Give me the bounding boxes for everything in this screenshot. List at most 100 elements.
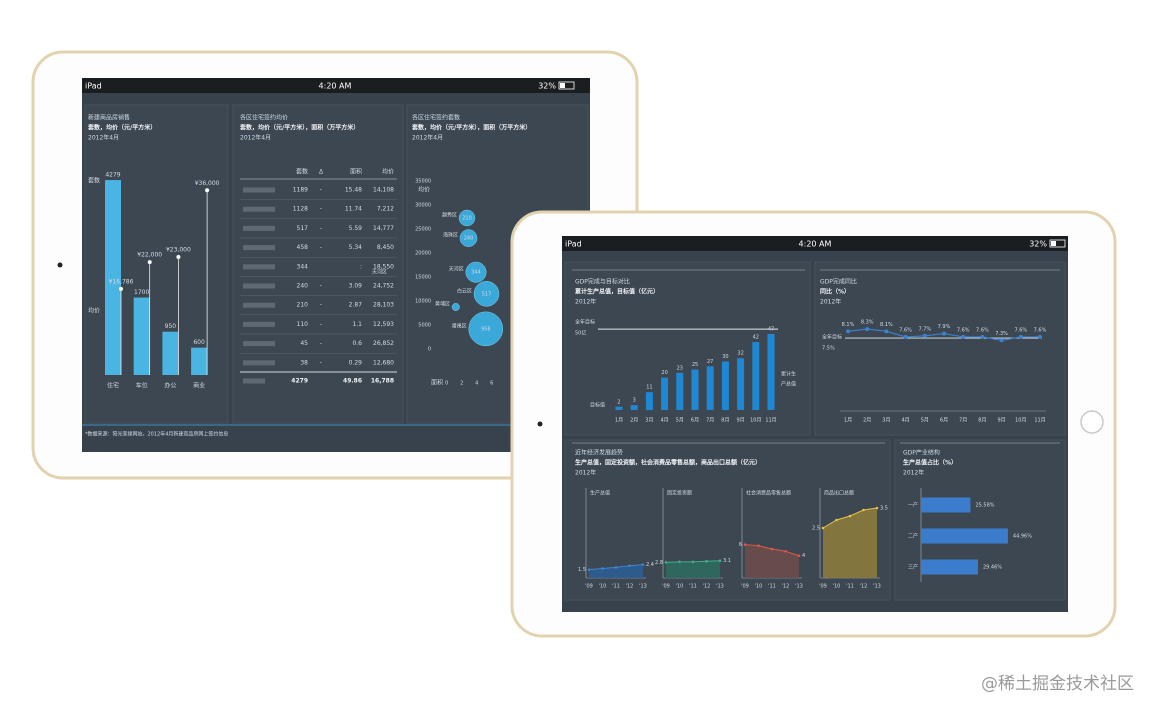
- table-cell: 1189: [293, 187, 308, 194]
- value-label: 25: [692, 362, 698, 368]
- point: [614, 566, 618, 569]
- value-label: 2.5: [812, 526, 820, 532]
- status-bar: [562, 236, 1068, 251]
- category-label: '10: [599, 584, 607, 590]
- category-label: '09: [585, 584, 593, 590]
- battery-level: 32%: [538, 82, 556, 91]
- bar: [676, 372, 684, 410]
- table-cell: 28,103: [373, 302, 394, 309]
- table-cell: 12,593: [373, 321, 394, 328]
- category-label: 1月: [615, 418, 623, 424]
- bubble: [451, 303, 460, 311]
- left-ipad: iPad 4:20 AM 32% *数据来源：阳光家缘网站，2012年4月新建商…: [31, 50, 639, 480]
- category-label: '12: [782, 584, 790, 590]
- table-cell: 458: [297, 244, 309, 251]
- target-name: 目标值: [590, 402, 605, 409]
- bar: [661, 377, 669, 410]
- y-tick-label: 30000: [415, 203, 431, 209]
- value-label: ¥36,000: [195, 180, 220, 187]
- table-cell: 7,212: [377, 206, 394, 213]
- mini-title: 社会消费品零售总额: [746, 490, 791, 497]
- value-label: 11: [646, 385, 652, 391]
- table-cell: -: [320, 283, 322, 290]
- value-label: 25.58%: [975, 503, 994, 509]
- point: [1038, 334, 1042, 339]
- table-cell: 517: [297, 225, 309, 232]
- point: [743, 543, 747, 546]
- blurred-name: [243, 225, 275, 231]
- value-label: 2.4: [646, 562, 654, 568]
- value-label: 30: [722, 354, 728, 360]
- category-label: 办公: [164, 382, 176, 390]
- panel-subtitle: 生产总值占比（%）: [903, 459, 957, 467]
- category-label: 3月: [882, 418, 890, 424]
- panel-date: 2012年4月: [412, 134, 443, 142]
- point: [922, 333, 927, 338]
- category-label: 7月: [959, 418, 967, 424]
- table-cell: 5.59: [349, 225, 363, 232]
- target-value: 50亿: [575, 330, 586, 337]
- value-label: ¥22,000: [137, 252, 162, 259]
- blurred-name: [243, 378, 265, 384]
- point: [961, 334, 966, 339]
- point: [862, 508, 865, 512]
- panel: [232, 104, 404, 424]
- device-name: iPad: [85, 82, 102, 91]
- table-cell: 0.6: [352, 340, 362, 347]
- column-header: 套数: [296, 168, 308, 176]
- category-label: 10月: [750, 418, 761, 424]
- table-cell: 18,550: [373, 263, 394, 270]
- series-label: 均价: [88, 307, 100, 315]
- value-label: 20: [661, 370, 667, 376]
- category-label: '13: [716, 584, 724, 590]
- bar: [133, 297, 150, 375]
- category-label: 8月: [978, 418, 986, 424]
- value-label: 44.96%: [1013, 534, 1032, 540]
- category-label: 7月: [706, 418, 714, 424]
- bar: [645, 392, 653, 410]
- category-label: '13: [795, 584, 803, 590]
- panel-title: GDP产业结构: [903, 449, 940, 457]
- value-label: 3: [633, 398, 636, 404]
- point: [797, 554, 801, 558]
- area: [823, 508, 877, 578]
- x-tick-label: 4: [475, 381, 478, 387]
- table-cell: 26,852: [373, 340, 394, 347]
- point: [664, 561, 668, 564]
- point: [835, 518, 838, 522]
- bubble-label: 240: [464, 236, 474, 242]
- category-label: 5月: [676, 418, 684, 424]
- target-label: 全年目标: [575, 319, 595, 326]
- table-cell: 14,108: [373, 187, 394, 194]
- table-cell: -: [320, 359, 322, 366]
- mini-title: 固定投资额: [667, 490, 692, 497]
- value-label: 3.5: [880, 506, 888, 512]
- bar: [105, 180, 121, 375]
- point: [942, 331, 946, 336]
- table-cell: 5.34: [349, 244, 363, 251]
- battery-fill: [1051, 241, 1056, 246]
- blurred-name: [243, 206, 275, 212]
- category-label: 5月: [921, 418, 929, 424]
- value-label: 6: [739, 542, 742, 548]
- category-label: 8月: [721, 418, 729, 424]
- panel-subtitle: 套数，均价（元/平方米），面积（万平方米）: [240, 124, 359, 132]
- point: [718, 559, 722, 563]
- value-label: 7.6%: [1034, 327, 1047, 333]
- category-label: 11月: [1034, 418, 1045, 424]
- point: [865, 327, 870, 332]
- battery-icon: [558, 81, 575, 90]
- home-button[interactable]: [1080, 410, 1104, 434]
- point: [875, 506, 879, 510]
- panel-date: 2012年: [820, 298, 841, 306]
- table-cell: 210: [297, 302, 309, 309]
- table-cell: -: [320, 187, 322, 194]
- category-label: '10: [755, 584, 763, 590]
- point: [821, 526, 825, 530]
- bubble: [465, 261, 487, 283]
- point: [587, 568, 591, 571]
- total-cell: 16,788: [371, 378, 394, 385]
- value-label: 8.1%: [880, 322, 893, 328]
- point: [691, 560, 695, 564]
- panel-title: GDP完成同比: [820, 278, 857, 286]
